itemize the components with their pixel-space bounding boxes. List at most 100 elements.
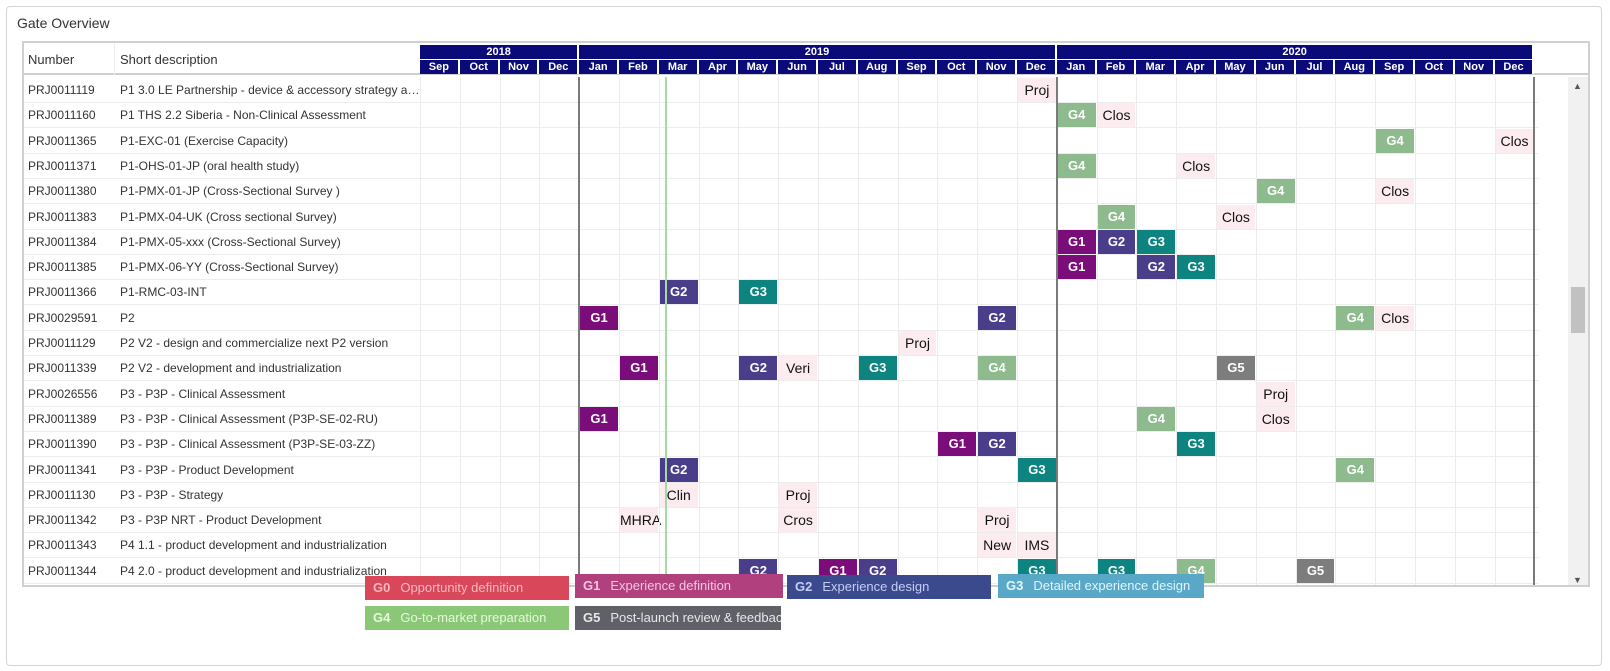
table-row[interactable]: PRJ0011380 P1-PMX-01-JP (Cross-Sectional … [24,178,1539,205]
vertical-scrollbar[interactable]: ▲ ▼ [1568,77,1588,585]
table-row[interactable]: PRJ0011389 P3 - P3P - Clinical Assessment… [24,406,1539,432]
grid-line [1415,77,1416,585]
milestone-note[interactable]: Proj [898,331,937,355]
gate-badge-g1[interactable]: G1 [938,432,977,457]
milestone-note[interactable]: Clos [1495,128,1534,153]
gate-badge-g3[interactable]: G3 [858,356,897,381]
milestone-note[interactable]: Proj [978,508,1016,533]
milestone-note[interactable]: Clos [1376,179,1414,204]
gate-badge-g3[interactable]: G3 [1018,457,1056,482]
project-number: PRJ0011160 [28,108,96,123]
gate-badge-g1[interactable]: G1 [1057,229,1096,254]
table-row[interactable]: PRJ0029591 P2 G1 G2 G4 Clos [24,305,1539,331]
month-header: May [738,60,779,74]
milestone-note[interactable]: Proj [1256,381,1295,406]
milestone-note[interactable]: Clos [1097,103,1136,128]
gate-badge-g4[interactable]: G4 [978,356,1016,381]
grid-line [1176,77,1178,585]
milestone-note[interactable]: IMS [1018,533,1056,558]
project-number: PRJ0029591 [28,310,98,325]
project-description: P1-PMX-01-JP (Cross-Sectional Survey ) [120,184,340,199]
month-header: Apr [698,60,739,74]
gate-badge-g4[interactable]: G4 [1336,457,1375,482]
gate-badge-g4[interactable]: G4 [1137,406,1176,431]
project-number: PRJ0026556 [28,386,98,401]
gate-badge-g3[interactable]: G3 [1177,432,1215,457]
table-row[interactable]: PRJ0011160 P1 THS 2.2 Siberia - Non-Clini… [24,102,1539,129]
gate-badge-g5[interactable]: G5 [1217,356,1255,381]
table-row[interactable]: PRJ0011371 P1-OHS-01-JP (oral health stud… [24,153,1539,179]
gate-badge-g2[interactable]: G2 [1137,255,1176,280]
milestone-note[interactable]: Clos [1256,406,1295,431]
milestone-note[interactable]: Proj [1018,78,1056,102]
project-number: PRJ0011344 [28,563,97,578]
column-header-description[interactable]: Short description [120,52,218,67]
table-row[interactable]: PRJ0011343 P4 1.1 - product development a… [24,532,1539,559]
project-description: P3 - P3P - Strategy [120,487,224,502]
legend-label: Experience definition [610,578,732,593]
milestone-note[interactable]: Clos [1217,204,1255,229]
milestone-note[interactable]: Veri [779,356,817,381]
gate-badge-g1[interactable]: G1 [1057,255,1096,280]
gate-badge-g1[interactable]: G1 [580,406,618,431]
gantt-grid: Number Short description 2018 2019 2020 Sep… [22,41,1590,587]
table-row[interactable]: PRJ0011339 P2 V2 - development and indust… [24,355,1539,382]
gate-badge-g2[interactable]: G2 [978,432,1016,457]
gate-badge-g4[interactable]: G4 [1097,204,1136,229]
table-row[interactable]: PRJ0011341 P3 - P3P - Product Development… [24,457,1539,483]
scroll-down-arrow-icon[interactable]: ▼ [1573,575,1582,585]
month-header: Jan [579,60,619,74]
milestone-note[interactable]: Cros [779,508,817,533]
gate-badge-g3[interactable]: G3 [739,280,778,305]
milestone-note[interactable]: New [978,533,1016,558]
gate-badge-g4[interactable]: G4 [1057,103,1096,128]
month-header: Jun [1255,60,1296,74]
table-row[interactable]: PRJ0011390 P3 - P3P - Clinical Assessment… [24,431,1539,458]
table-row[interactable]: PRJ0011384 P1-PMX-05-xxx (Cross-Sectional… [24,229,1539,255]
gate-badge-g3[interactable]: G3 [1137,229,1176,254]
table-row[interactable]: PRJ0011366 P1-RMC-03-INT G2 G3 [24,279,1539,306]
month-header: Sep [897,60,938,74]
table-row[interactable]: PRJ0011119 P1 3.0 LE Partnership - device… [24,77,1539,103]
scroll-thumb[interactable] [1571,287,1585,333]
gate-badge-g1[interactable]: G1 [580,305,618,330]
gate-badge-g2[interactable]: G2 [739,356,778,381]
project-description: P3 - P3P - Product Development [120,462,294,477]
grid-line [1017,77,1018,585]
gate-badge-g5[interactable]: G5 [1296,558,1335,583]
gate-badge-g1[interactable]: G1 [620,356,658,381]
table-row[interactable]: PRJ0011342 P3 - P3P NRT - Product Develop… [24,507,1539,534]
project-number: PRJ0011390 [28,437,97,452]
scroll-up-arrow-icon[interactable]: ▲ [1573,81,1582,91]
milestone-note[interactable]: Clos [1376,305,1414,330]
table-row[interactable]: PRJ0011385 P1-PMX-06-YY (Cross-Sectional … [24,254,1539,281]
legend-item-g1: G1 Experience definition [575,574,783,598]
column-header-number[interactable]: Number [28,52,75,67]
milestone-note[interactable]: MHRA [620,508,661,533]
table-row[interactable]: PRJ0011383 P1-PMX-04-UK (Cross sectional … [24,204,1539,230]
grid-line [619,77,620,585]
gate-badge-g2[interactable]: G2 [1097,229,1136,254]
table-row[interactable]: PRJ0026556 P3 - P3P - Clinical Assessment… [24,381,1539,407]
gate-badge-g3[interactable]: G3 [1177,255,1215,280]
gate-badge-g4[interactable]: G4 [1336,305,1375,330]
grid-line [1055,77,1058,585]
gate-badge-g4[interactable]: G4 [1376,128,1414,153]
milestone-note[interactable]: Proj [779,482,817,507]
table-row[interactable]: PRJ0011129 P2 V2 - design and commerciali… [24,330,1539,356]
gate-badge-g4[interactable]: G4 [1057,153,1096,178]
table-row[interactable]: PRJ0011130 P3 - P3P - Strategy Clin Proj [24,482,1539,508]
project-description: P4 1.1 - product development and industr… [120,538,387,553]
legend-code: G0 [373,580,391,595]
project-number: PRJ0011384 [28,234,97,249]
month-header: Jul [818,60,858,74]
legend-item-g3: G3 Detailed experience design [998,574,1204,598]
project-description: P1 3.0 LE Partnership - device & accesso… [120,83,420,97]
gate-badge-g4[interactable]: G4 [1256,179,1295,204]
grid-line [1255,77,1257,585]
month-header: Dec [1017,60,1057,74]
month-header: Jun [778,60,818,74]
milestone-note[interactable]: Clos [1177,153,1215,178]
table-row[interactable]: PRJ0011365 P1-EXC-01 (Exercise Capacity) G… [24,128,1539,154]
gate-badge-g2[interactable]: G2 [978,305,1016,330]
